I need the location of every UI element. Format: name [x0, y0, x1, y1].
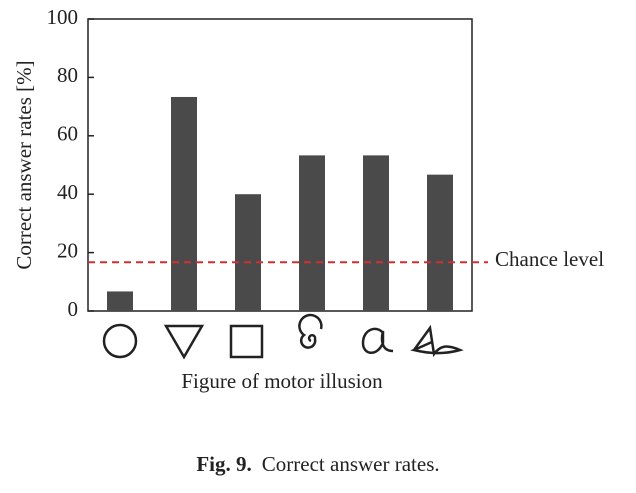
y-tick-label: 20	[57, 238, 78, 262]
y-tick-label: 40	[57, 180, 78, 204]
icon-circle	[102, 323, 138, 359]
bar	[107, 291, 133, 311]
caption: Fig. 9. Correct answer rates.	[196, 452, 439, 476]
icon-figure	[410, 324, 464, 358]
bar	[235, 194, 261, 311]
caption-text: Correct answer rates.	[262, 452, 440, 476]
bar	[171, 96, 197, 312]
bar	[299, 155, 325, 311]
bar	[427, 174, 453, 311]
plot-frame	[87, 18, 473, 312]
icon-script-a	[361, 327, 394, 354]
x-axis-label: Figure of motor illusion	[181, 369, 383, 393]
y-tick-label: 80	[57, 63, 78, 87]
category-icons	[102, 313, 464, 360]
icon-spiral	[298, 313, 323, 349]
y-axis-label: Correct answer rates [%]	[12, 60, 36, 269]
y-tick-label: 100	[47, 5, 79, 29]
caption-label: Fig. 9.	[196, 452, 251, 476]
icon-square	[229, 324, 264, 359]
icon-triangle	[163, 324, 205, 360]
chance-label: Chance level	[495, 247, 604, 271]
y-tick-label: 60	[57, 122, 78, 146]
bar	[363, 155, 389, 311]
y-tick-label: 0	[68, 297, 79, 321]
